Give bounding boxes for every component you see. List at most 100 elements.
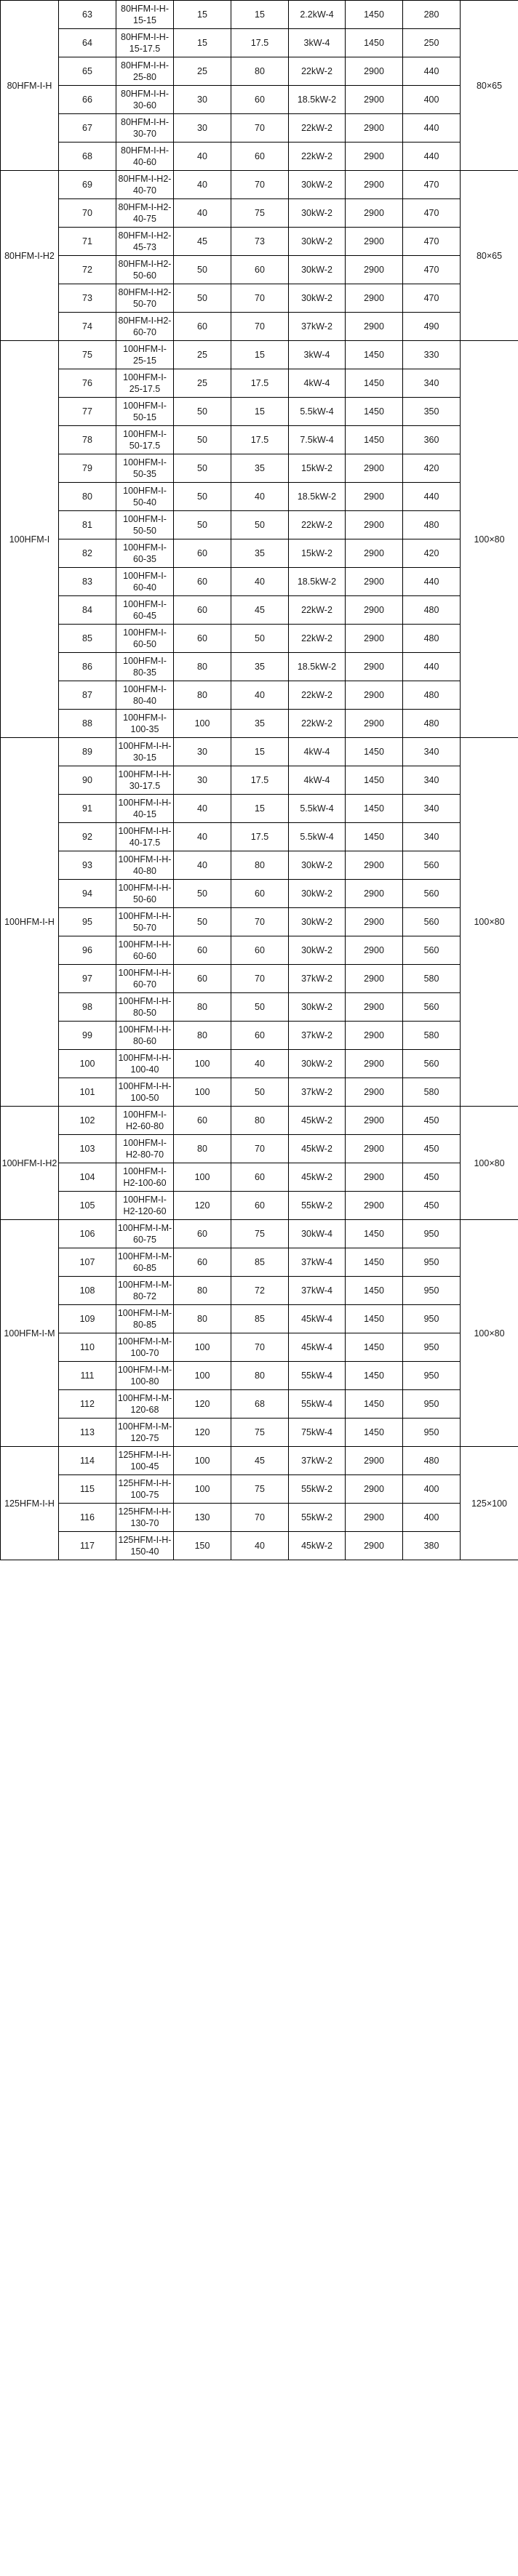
flow-rate-cell: 60: [173, 312, 231, 341]
weight-cell: 450: [402, 1106, 461, 1135]
head-cell: 75: [231, 1418, 289, 1447]
weight-cell: 480: [402, 624, 461, 653]
table-row: 101 100HFM-I-H-100-50 100 50 37kW-2 2900 580: [1, 1078, 518, 1107]
model-code-cell: 100HFM-I-H-50-60: [116, 879, 174, 908]
weight-cell: 440: [402, 652, 461, 681]
flow-rate-cell: 25: [173, 340, 231, 369]
weight-cell: 470: [402, 198, 461, 228]
rotation-speed-cell: 1450: [345, 0, 403, 29]
weight-cell: 950: [402, 1333, 461, 1362]
row-number-cell: 101: [58, 1078, 116, 1107]
row-number-cell: 74: [58, 312, 116, 341]
table-row: 76 100HFM-I-25-17.5 25 17.5 4kW-4 1450 340: [1, 369, 518, 398]
table-row: 97 100HFM-I-H-60-70 60 70 37kW-2 2900 580: [1, 964, 518, 993]
model-code-cell: 125HFM-I-H-100-75: [116, 1474, 174, 1504]
model-code-cell: 100HFM-I-50-50: [116, 510, 174, 539]
rotation-speed-cell: 1450: [345, 822, 403, 851]
head-cell: 15: [231, 397, 289, 426]
table-row: 105 100HFM-I-H2-120-60 120 60 55kW-2 2900 450: [1, 1191, 518, 1220]
motor-power-cell: 15kW-2: [288, 539, 346, 568]
table-row: 65 80HFM-I-H-25-80 25 80 22kW-2 2900 440: [1, 57, 518, 86]
flow-rate-cell: 120: [173, 1191, 231, 1220]
table-row: 117 125HFM-I-H-150-40 150 40 45kW-2 2900 380: [1, 1531, 518, 1560]
table-row: 74 80HFM-I-H2-60-70 60 70 37kW-2 2900 490: [1, 312, 518, 341]
pump-specification-table: 80HFM-I-H 63 80HFM-I-H-15-15 15 15 2.2kW-4 145…: [0, 0, 518, 1560]
rotation-speed-cell: 1450: [345, 1248, 403, 1277]
row-number-cell: 106: [58, 1219, 116, 1248]
row-number-cell: 86: [58, 652, 116, 681]
flow-rate-cell: 50: [173, 255, 231, 284]
flow-rate-cell: 100: [173, 709, 231, 738]
motor-power-cell: 5.5kW-4: [288, 822, 346, 851]
weight-cell: 560: [402, 1049, 461, 1078]
flow-rate-cell: 100: [173, 1078, 231, 1107]
weight-cell: 480: [402, 510, 461, 539]
model-code-cell: 100HFM-I-M-100-80: [116, 1361, 174, 1390]
head-cell: 40: [231, 681, 289, 710]
flow-rate-cell: 30: [173, 85, 231, 114]
motor-power-cell: 30kW-2: [288, 879, 346, 908]
head-cell: 50: [231, 1078, 289, 1107]
table-row: 73 80HFM-I-H2-50-70 50 70 30kW-2 2900 470: [1, 284, 518, 313]
weight-cell: 950: [402, 1276, 461, 1305]
motor-power-cell: 22kW-2: [288, 510, 346, 539]
flow-rate-cell: 80: [173, 1134, 231, 1163]
row-number-cell: 107: [58, 1248, 116, 1277]
head-cell: 15: [231, 340, 289, 369]
flow-rate-cell: 60: [173, 624, 231, 653]
model-code-cell: 100HFM-I-H-40-80: [116, 851, 174, 880]
rotation-speed-cell: 2900: [345, 879, 403, 908]
head-cell: 40: [231, 567, 289, 596]
weight-cell: 340: [402, 794, 461, 823]
table-row: 79 100HFM-I-50-35 50 35 15kW-2 2900 420: [1, 454, 518, 483]
table-row: 67 80HFM-I-H-30-70 30 70 22kW-2 2900 440: [1, 113, 518, 143]
motor-power-cell: 55kW-2: [288, 1191, 346, 1220]
weight-cell: 950: [402, 1304, 461, 1333]
rotation-speed-cell: 2900: [345, 482, 403, 511]
series-group-label: 100HFM-I-H2: [0, 1106, 59, 1220]
head-cell: 85: [231, 1248, 289, 1277]
rotation-speed-cell: 1450: [345, 1276, 403, 1305]
head-cell: 80: [231, 851, 289, 880]
table-row: 78 100HFM-I-50-17.5 50 17.5 7.5kW-4 1450 360: [1, 425, 518, 454]
weight-cell: 470: [402, 170, 461, 199]
rotation-speed-cell: 2900: [345, 624, 403, 653]
table-row: 100HFM-I-H2 102 100HFM-I-H2-60-80 60 80 45kW-…: [0, 1106, 518, 1220]
head-cell: 70: [231, 312, 289, 341]
motor-power-cell: 4kW-4: [288, 369, 346, 398]
weight-cell: 480: [402, 681, 461, 710]
weight-cell: 470: [402, 255, 461, 284]
row-number-cell: 93: [58, 851, 116, 880]
motor-power-cell: 7.5kW-4: [288, 425, 346, 454]
model-code-cell: 80HFM-I-H-15-17.5: [116, 28, 174, 57]
flow-rate-cell: 80: [173, 992, 231, 1022]
flow-rate-cell: 80: [173, 652, 231, 681]
rotation-speed-cell: 1450: [345, 1389, 403, 1419]
head-cell: 35: [231, 539, 289, 568]
motor-power-cell: 3kW-4: [288, 340, 346, 369]
flow-rate-cell: 40: [173, 142, 231, 171]
flow-rate-cell: 30: [173, 766, 231, 795]
port-size-label: 80×65: [460, 170, 518, 341]
rotation-speed-cell: 1450: [345, 794, 403, 823]
model-code-cell: 100HFM-I-60-50: [116, 624, 174, 653]
motor-power-cell: 30kW-2: [288, 936, 346, 965]
motor-power-cell: 37kW-2: [288, 964, 346, 993]
flow-rate-cell: 100: [173, 1446, 231, 1475]
weight-cell: 560: [402, 936, 461, 965]
row-number-cell: 65: [58, 57, 116, 86]
head-cell: 15: [231, 0, 289, 29]
model-code-cell: 125HFM-I-H-130-70: [116, 1503, 174, 1532]
motor-power-cell: 5.5kW-4: [288, 397, 346, 426]
head-cell: 17.5: [231, 28, 289, 57]
weight-cell: 950: [402, 1418, 461, 1447]
rotation-speed-cell: 2900: [345, 1078, 403, 1107]
row-number-cell: 63: [58, 0, 116, 29]
flow-rate-cell: 100: [173, 1163, 231, 1192]
flow-rate-cell: 40: [173, 794, 231, 823]
flow-rate-cell: 60: [173, 1248, 231, 1277]
rotation-speed-cell: 2900: [345, 1474, 403, 1504]
flow-rate-cell: 80: [173, 1304, 231, 1333]
table-row: 91 100HFM-I-H-40-15 40 15 5.5kW-4 1450 340: [1, 794, 518, 823]
head-cell: 35: [231, 709, 289, 738]
